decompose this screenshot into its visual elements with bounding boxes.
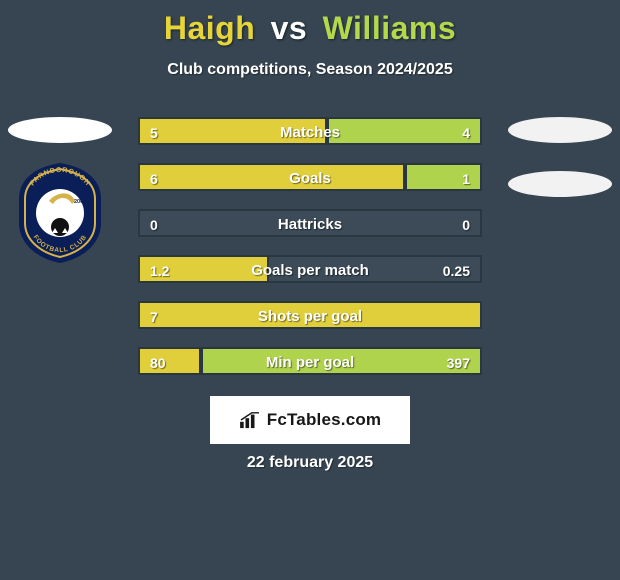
- team-ellipse-right-1: [508, 117, 612, 143]
- team-badge-left: FARNBOROUGH FOOTBALL CLUB 2007: [8, 161, 112, 265]
- stat-bar: Hattricks0 0: [138, 209, 482, 237]
- stat-bar: Min per goal80 397: [138, 347, 482, 375]
- left-team-column: FARNBOROUGH FOOTBALL CLUB 2007: [0, 117, 120, 265]
- stat-bar: Goals6 1: [138, 163, 482, 191]
- subtitle: Club competitions, Season 2024/2025: [0, 61, 620, 79]
- stat-bar: Matches5 4: [138, 117, 482, 145]
- fctables-logo-icon: [239, 411, 261, 429]
- stat-bar: Shots per goal7: [138, 301, 482, 329]
- stat-value-right: 4: [462, 119, 470, 145]
- title-vs: vs: [271, 10, 308, 46]
- stat-bars: Matches5 4 Goals6 1 Hattricks0 0 Goals per mat…: [138, 117, 482, 375]
- stat-value-right: 1: [462, 165, 470, 191]
- title-player2: Williams: [323, 10, 457, 46]
- stat-value-left: 1.2: [150, 257, 169, 283]
- stat-label: Matches: [140, 119, 480, 145]
- stat-value-right: 0.25: [443, 257, 470, 283]
- page-title: Haigh vs Williams: [0, 0, 620, 47]
- title-player1: Haigh: [164, 10, 255, 46]
- stat-value-left: 80: [150, 349, 166, 375]
- stat-label: Hattricks: [140, 211, 480, 237]
- stat-bar: Goals per match1.2 0.25: [138, 255, 482, 283]
- stat-label: Min per goal: [140, 349, 480, 375]
- stat-value-left: 0: [150, 211, 158, 237]
- team-ellipse-left: [8, 117, 112, 143]
- stat-label: Shots per goal: [140, 303, 480, 329]
- right-team-column: [500, 117, 620, 197]
- stat-value-left: 6: [150, 165, 158, 191]
- stat-label: Goals per match: [140, 257, 480, 283]
- stat-value-left: 5: [150, 119, 158, 145]
- badge-year: 2007: [74, 199, 86, 205]
- date-text: 22 february 2025: [0, 454, 620, 472]
- stat-value-left: 7: [150, 303, 158, 329]
- stat-value-right: 0: [462, 211, 470, 237]
- comparison-card: Haigh vs Williams Club competitions, Sea…: [0, 0, 620, 580]
- footer-brand-text: FcTables.com: [267, 410, 382, 430]
- footer-brand: FcTables.com: [210, 396, 410, 444]
- stat-value-right: 397: [447, 349, 470, 375]
- stat-label: Goals: [140, 165, 480, 191]
- team-ellipse-right-2: [508, 171, 612, 197]
- comparison-body: FARNBOROUGH FOOTBALL CLUB 2007 Matches5 4…: [0, 117, 620, 387]
- farnborough-crest-icon: FARNBOROUGH FOOTBALL CLUB 2007: [15, 161, 105, 265]
